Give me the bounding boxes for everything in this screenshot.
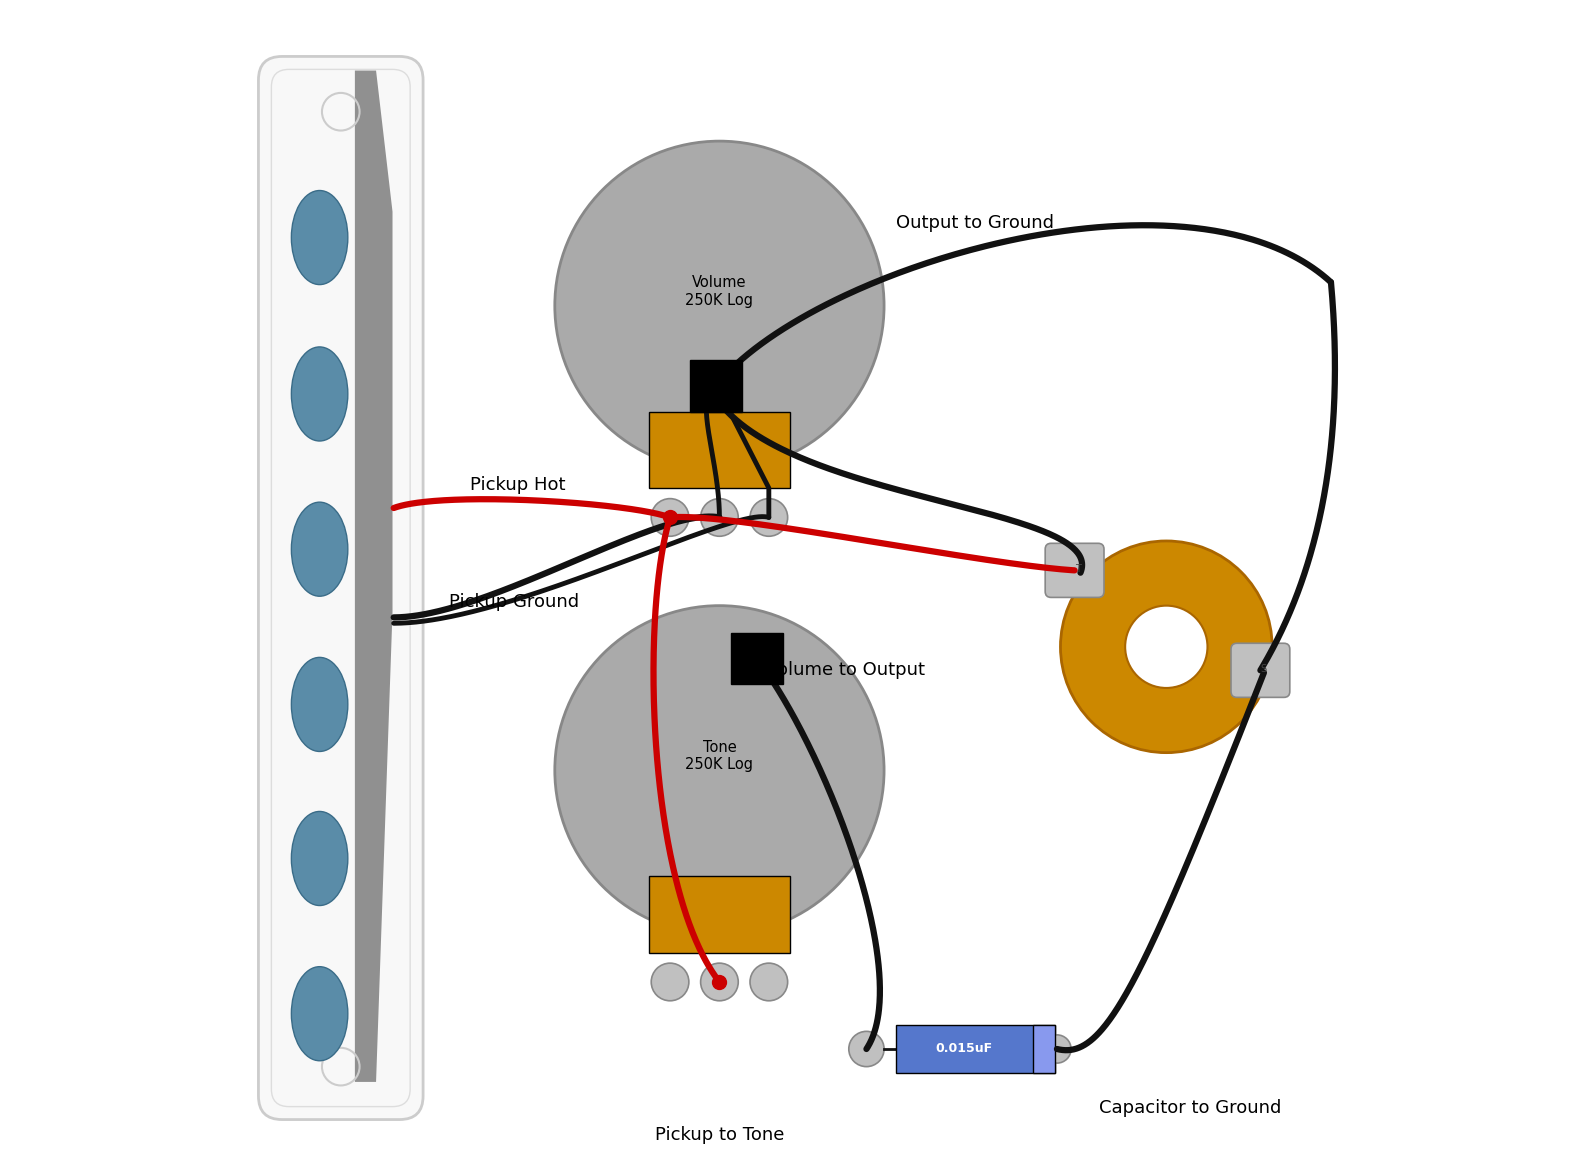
FancyBboxPatch shape	[896, 1025, 1054, 1073]
Text: Capacitor to Ground: Capacitor to Ground	[1098, 1098, 1281, 1117]
FancyBboxPatch shape	[1033, 1025, 1054, 1073]
Circle shape	[700, 963, 738, 1001]
Text: Tone
250K Log: Tone 250K Log	[686, 740, 754, 773]
FancyBboxPatch shape	[649, 876, 790, 953]
Ellipse shape	[291, 967, 348, 1061]
FancyBboxPatch shape	[259, 56, 423, 1120]
Text: Volume
250K Log: Volume 250K Log	[686, 275, 754, 308]
FancyBboxPatch shape	[732, 633, 784, 684]
Circle shape	[700, 499, 738, 536]
Text: Pickup Hot: Pickup Hot	[471, 475, 566, 494]
Text: S: S	[1261, 664, 1267, 674]
Ellipse shape	[291, 502, 348, 596]
Text: Volume to Output: Volume to Output	[766, 661, 926, 680]
Circle shape	[555, 606, 885, 935]
Circle shape	[651, 499, 689, 536]
Circle shape	[651, 963, 689, 1001]
Circle shape	[1060, 541, 1272, 753]
Polygon shape	[356, 71, 392, 1082]
Ellipse shape	[291, 347, 348, 441]
Circle shape	[1125, 606, 1207, 688]
Ellipse shape	[291, 657, 348, 751]
Ellipse shape	[291, 811, 348, 906]
Circle shape	[848, 1031, 885, 1067]
FancyBboxPatch shape	[690, 360, 741, 412]
Text: Output to Ground: Output to Ground	[896, 214, 1054, 233]
Circle shape	[750, 963, 788, 1001]
FancyBboxPatch shape	[649, 412, 790, 488]
Circle shape	[1043, 1035, 1071, 1063]
Ellipse shape	[291, 191, 348, 285]
Circle shape	[555, 141, 885, 470]
Circle shape	[750, 499, 788, 536]
Text: Pickup to Tone: Pickup to Tone	[654, 1125, 784, 1144]
FancyBboxPatch shape	[1046, 543, 1104, 597]
Text: 0.015uF: 0.015uF	[935, 1042, 992, 1056]
FancyBboxPatch shape	[1231, 643, 1289, 697]
Text: T: T	[1074, 564, 1081, 574]
Text: Pickup Ground: Pickup Ground	[449, 593, 580, 612]
